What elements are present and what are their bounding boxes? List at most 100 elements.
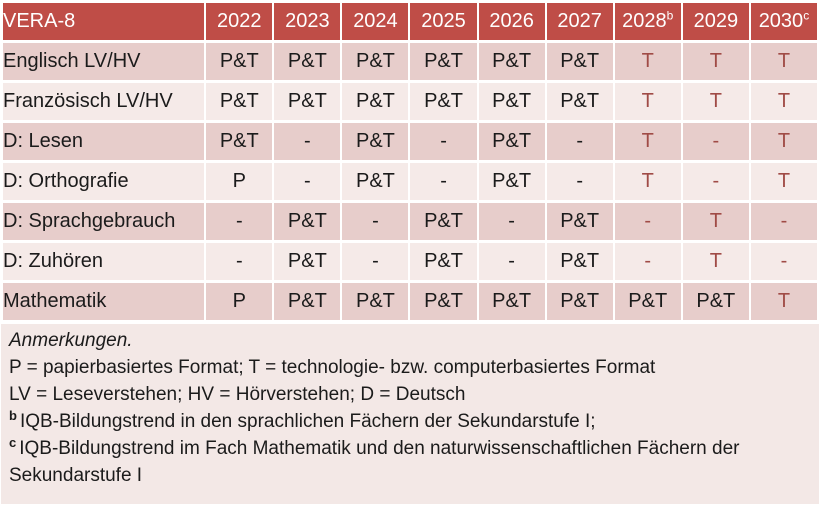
value-cell: T [614,43,681,80]
year-header-cell: 2025 [410,3,477,40]
value-cell: P&T [478,163,545,200]
value-cell: - [206,203,273,240]
value-cell: P&T [410,243,477,280]
value-cell: P&T [274,83,341,120]
year-label: 2026 [489,10,534,32]
value-cell: P&T [410,283,477,320]
value-cell: P&T [342,163,409,200]
value-cell: T [750,163,817,200]
value-cell: P&T [614,283,681,320]
year-header-cell: 2027 [546,3,613,40]
value-cell: P&T [546,83,613,120]
value-cell: P&T [546,243,613,280]
vera8-format-table: VERA-8 2022 2023 2024 2025 2026 2027 2028b 2029… [1,0,819,323]
value-cell: - [342,203,409,240]
value-cell: - [274,123,341,160]
footnote-marker: c [803,8,810,23]
value-cell: P&T [410,43,477,80]
year-label: 2024 [353,10,398,32]
note-text: Anmerkungen. [9,330,133,351]
subject-label-cell: D: Zuhören [3,243,205,280]
year-header-cell: 2023 [274,3,341,40]
value-cell: P [206,163,273,200]
year-label: 2023 [285,10,330,32]
note-line: c IQB-Bildungstrend im Fach Mathematik un… [9,435,809,489]
year-label: 2027 [557,10,602,32]
value-cell: P&T [206,83,273,120]
value-cell: P&T [410,203,477,240]
value-cell: P&T [682,283,749,320]
year-header-cell: 2022 [206,3,273,40]
year-header-cell: 2030c [750,3,817,40]
year-label: 2029 [693,10,739,32]
value-cell: P&T [206,43,273,80]
note-text: LV = Leseverstehen; HV = Hörverstehen; D… [9,384,466,405]
value-cell: - [478,203,545,240]
value-cell: P&T [274,243,341,280]
value-cell: - [682,163,749,200]
footnote-marker: c [9,434,17,450]
table-row: Englisch LV/HV P&T P&T P&T P&T P&T P&T T T T [3,43,817,80]
value-cell: - [614,243,681,280]
value-cell: - [206,243,273,280]
note-text: IQB-Bildungstrend in den sprachlichen Fä… [19,411,596,432]
value-cell: - [750,243,817,280]
value-cell: - [274,163,341,200]
value-cell: P&T [546,283,613,320]
value-cell: - [750,203,817,240]
value-cell: P&T [546,203,613,240]
table-row: D: Orthografie P - P&T - P&T - T - T [3,163,817,200]
value-cell: T [614,123,681,160]
value-cell: - [410,163,477,200]
note-line: P = papierbasiertes Format; T = technolo… [9,354,809,381]
value-cell: P&T [342,283,409,320]
table-row: D: Lesen P&T - P&T - P&T - T - T [3,123,817,160]
table-row: Französisch LV/HV P&T P&T P&T P&T P&T P&T T T T [3,83,817,120]
value-cell: - [682,123,749,160]
value-cell: P&T [274,283,341,320]
table-row: D: Zuhören - P&T - P&T - P&T - T - [3,243,817,280]
value-cell: P&T [478,123,545,160]
notes-section: Anmerkungen. P = papierbasiertes Format; … [1,324,819,504]
value-cell: P [206,283,273,320]
value-cell: - [546,163,613,200]
value-cell: - [342,243,409,280]
value-cell: T [614,83,681,120]
value-cell: - [614,203,681,240]
value-cell: P&T [478,83,545,120]
value-cell: T [682,243,749,280]
note-text: P = papierbasiertes Format; T = technolo… [9,357,656,378]
value-cell: P&T [274,203,341,240]
year-label: 2022 [217,10,262,32]
subject-label-cell: D: Sprachgebrauch [3,203,205,240]
footnote-marker: b [666,8,674,23]
value-cell: T [682,203,749,240]
value-cell: T [750,83,817,120]
year-header-cell: 2024 [342,3,409,40]
value-cell: P&T [274,43,341,80]
table-row: D: Sprachgebrauch - P&T - P&T - P&T - T - [3,203,817,240]
value-cell: T [614,163,681,200]
subject-label-cell: D: Orthografie [3,163,205,200]
value-cell: T [750,43,817,80]
value-cell: P&T [478,283,545,320]
subject-label-cell: Französisch LV/HV [3,83,205,120]
value-cell: P&T [342,43,409,80]
value-cell: T [682,83,749,120]
year-label: 2030 [758,10,804,32]
table-body: Englisch LV/HV P&T P&T P&T P&T P&T P&T T T T Franz… [3,43,817,320]
year-header-cell: 2028b [614,3,681,40]
value-cell: P&T [342,83,409,120]
table-title-cell: VERA-8 [3,3,205,40]
note-line: b IQB-Bildungstrend in den sprachlichen F… [9,408,809,435]
value-cell: P&T [206,123,273,160]
value-cell: T [682,43,749,80]
subject-label-cell: Mathematik [3,283,205,320]
value-cell: P&T [478,43,545,80]
subject-label-cell: D: Lesen [3,123,205,160]
value-cell: P&T [342,123,409,160]
year-header-cell: 2026 [478,3,545,40]
subject-label-cell: Englisch LV/HV [3,43,205,80]
value-cell: - [410,123,477,160]
